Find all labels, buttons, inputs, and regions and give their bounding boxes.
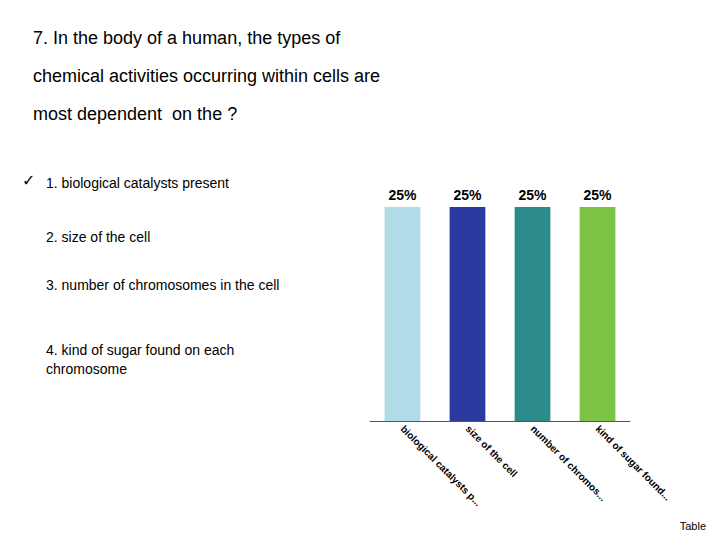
svg-text:2. size of the cell: 2. size of the cell — [46, 229, 150, 245]
svg-text:3. number of chromosomes in th: 3. number of chromosomes in the cell — [46, 277, 279, 293]
svg-text:chromosome: chromosome — [46, 361, 127, 377]
svg-text:7. In the body of a human, the: 7. In the body of a human, the types of — [33, 28, 341, 48]
svg-text:25%: 25% — [518, 187, 547, 203]
svg-text:most dependent on the ?: most dependent on the ? — [33, 104, 237, 124]
svg-text:25%: 25% — [388, 187, 417, 203]
svg-text:25%: 25% — [583, 187, 612, 203]
svg-text:chemical activities occurring: chemical activities occurring within cel… — [33, 66, 380, 86]
svg-text:1. biological catalysts presen: 1. biological catalysts present — [46, 175, 229, 191]
svg-text:number of chromos...: number of chromos... — [529, 423, 609, 503]
svg-text:biological catalysts p...: biological catalysts p... — [398, 423, 484, 509]
svg-text:Table: Table — [680, 520, 706, 532]
svg-text:kind of sugar found...: kind of sugar found... — [594, 423, 674, 503]
svg-text:4. kind of sugar found on each: 4. kind of sugar found on each — [46, 342, 234, 358]
svg-text:25%: 25% — [453, 187, 482, 203]
svg-text:size of the cell: size of the cell — [464, 423, 520, 479]
svg-text:✓: ✓ — [22, 171, 35, 190]
